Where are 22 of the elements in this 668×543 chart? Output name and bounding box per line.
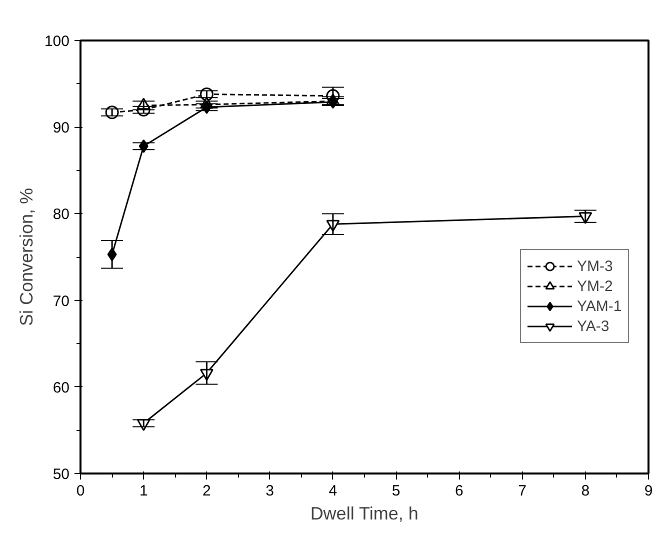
x-tick-label: 5 [392,482,400,500]
legend-label: YA-3 [577,318,610,334]
y-tick-label: 70 [52,292,70,310]
x-tick-label: 7 [518,482,526,500]
x-tick-label: 0 [76,482,85,500]
x-tick-label: 2 [202,482,211,500]
legend-label: YAM-1 [577,298,622,314]
x-axis-title: Dwell Time, h [310,504,418,524]
x-tick-label: 9 [644,482,653,500]
x-tick-label: 3 [266,482,274,500]
legend-label: YM-2 [577,278,613,294]
legend-label: YM-3 [577,258,613,274]
x-tick-label: 6 [454,482,464,500]
x-tick-label: 1 [139,482,148,500]
x-tick-label: 4 [328,482,338,500]
x-tick-label: 8 [581,482,590,500]
y-tick-label: 60 [52,379,70,396]
y-tick-label: 50 [52,466,70,483]
y-tick-label: 80 [52,206,70,224]
y-tick-label: 100 [44,33,70,50]
y-axis-title: Si Conversion, % [16,188,36,326]
y-tick-label: 90 [52,120,70,137]
